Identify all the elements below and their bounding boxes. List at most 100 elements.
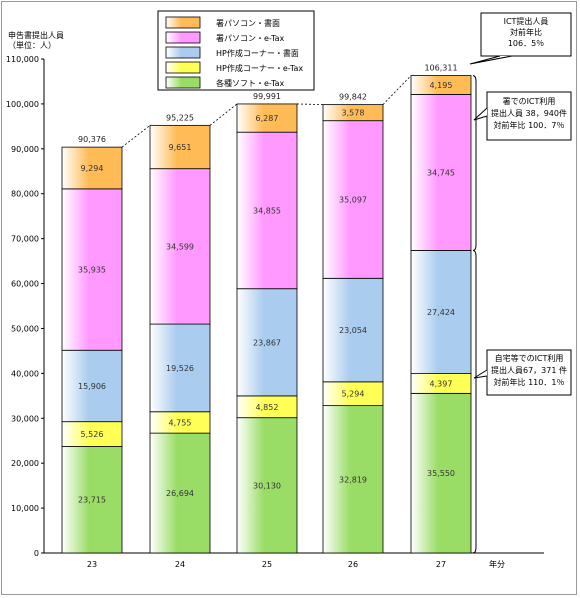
total-connector-line bbox=[296, 103, 324, 106]
x-tick-label: 23 bbox=[87, 560, 97, 569]
bar-segment bbox=[61, 446, 123, 554]
bar-segment bbox=[410, 250, 472, 375]
callout-home-ict-text: 対前年比 110．1％ bbox=[494, 377, 565, 387]
legend-label: 各種ソフト・e-Tax bbox=[216, 78, 285, 88]
y-tick-label: 30,000 bbox=[11, 414, 39, 423]
legend-swatch bbox=[165, 61, 201, 74]
total-connector-line bbox=[209, 103, 238, 126]
bar-segment bbox=[322, 277, 384, 383]
legend-swatch bbox=[165, 31, 201, 44]
callout-ict-total-pointer bbox=[469, 55, 513, 65]
segment-value-label: 26,694 bbox=[166, 489, 194, 498]
callout-office-ict-pointer bbox=[473, 107, 488, 121]
bar-segment bbox=[236, 288, 298, 397]
bar-segment bbox=[236, 103, 298, 133]
y-tick-label: 70,000 bbox=[11, 235, 39, 244]
segment-value-label: 23,715 bbox=[78, 496, 106, 505]
legend-swatch bbox=[165, 16, 201, 29]
segment-value-label: 35,935 bbox=[78, 266, 106, 275]
bar-total-label: 95,225 bbox=[166, 113, 194, 122]
legend-swatch bbox=[165, 76, 201, 89]
callout-ict-total-text: ICT提出人員 bbox=[504, 16, 549, 26]
segment-value-label: 5,526 bbox=[81, 430, 104, 439]
y-tick-label: 40,000 bbox=[11, 369, 39, 378]
bar-segment bbox=[149, 432, 211, 554]
bar-total-label: 106,311 bbox=[424, 64, 457, 73]
segment-value-label: 27,424 bbox=[427, 308, 455, 317]
x-tick-label: 25 bbox=[262, 560, 272, 569]
bar-segment bbox=[410, 392, 472, 554]
segment-value-label: 5,294 bbox=[342, 390, 365, 399]
callout-home-ict-box bbox=[486, 349, 572, 396]
segment-value-label: 32,819 bbox=[339, 475, 367, 484]
y-axis-title: （単位：人） bbox=[8, 40, 56, 50]
segment-value-label: 9,294 bbox=[81, 164, 104, 173]
legend-label: HP作成コーナー・e-Tax bbox=[216, 63, 303, 73]
segment-value-label: 3,578 bbox=[342, 109, 365, 118]
bracket-home-ict bbox=[472, 249, 477, 554]
bar-segment bbox=[61, 421, 123, 447]
segment-value-label: 35,550 bbox=[427, 469, 455, 478]
bar-segment bbox=[61, 188, 123, 351]
bar-segment bbox=[236, 131, 298, 290]
callout-ict-total-box bbox=[480, 12, 572, 57]
segment-value-label: 34,855 bbox=[253, 206, 281, 215]
total-connector-line bbox=[382, 75, 412, 105]
y-tick-label: 10,000 bbox=[11, 504, 39, 513]
bar-segment bbox=[322, 405, 384, 554]
segment-value-label: 34,745 bbox=[427, 168, 455, 177]
total-connector-line bbox=[121, 125, 151, 148]
callout-home-ict-text: 提出人員67，371 件 bbox=[491, 365, 567, 375]
callout-ict-total-text: 対前年比 bbox=[510, 27, 542, 37]
callout-office-ict-text: 署でのICT利用 bbox=[503, 96, 556, 106]
y-tick-label: 50,000 bbox=[11, 324, 39, 333]
legend-swatch bbox=[165, 46, 201, 59]
bar-segment bbox=[149, 124, 211, 170]
segment-value-label: 19,526 bbox=[166, 364, 194, 373]
y-tick-label: 90,000 bbox=[11, 145, 39, 154]
y-tick-label: 100,000 bbox=[6, 100, 39, 109]
segment-value-label: 23,867 bbox=[253, 338, 281, 347]
bar-segment bbox=[322, 120, 384, 279]
bar-total-label: 90,376 bbox=[78, 135, 106, 144]
segment-value-label: 30,130 bbox=[253, 481, 281, 490]
x-tick-label: 27 bbox=[436, 560, 446, 569]
bar-segment bbox=[149, 168, 211, 325]
bracket-office-ict bbox=[472, 75, 477, 251]
segment-value-label: 4,397 bbox=[430, 379, 453, 388]
legend-label: HP作成コーナー・書面 bbox=[216, 48, 299, 58]
bar-segment bbox=[410, 75, 472, 95]
bar-segment bbox=[61, 349, 123, 423]
callout-office-ict-text: 対前年比 100．7％ bbox=[494, 120, 565, 130]
y-tick-label: 60,000 bbox=[11, 280, 39, 289]
x-axis-title: 年分 bbox=[489, 559, 505, 569]
bar-segment bbox=[322, 104, 384, 122]
bar-segment bbox=[61, 146, 123, 190]
callout-office-ict-box bbox=[486, 91, 572, 141]
bar-segment bbox=[149, 323, 211, 413]
callout-home-ict-pointer bbox=[473, 369, 488, 379]
legend-label: 署パソコン・e-Tax bbox=[216, 34, 285, 43]
callout-ict-total-text: 106．5％ bbox=[508, 39, 544, 48]
y-tick-label: 110,000 bbox=[6, 55, 39, 64]
segment-value-label: 4,852 bbox=[256, 403, 279, 412]
y-tick-label: 20,000 bbox=[11, 459, 39, 468]
legend-label: 署パソコン・書面 bbox=[216, 18, 280, 28]
x-tick-label: 24 bbox=[175, 560, 185, 569]
segment-value-label: 23,054 bbox=[339, 326, 367, 335]
y-axis-title: 申告書提出人員 bbox=[8, 30, 64, 40]
segment-value-label: 9,651 bbox=[169, 143, 192, 152]
segment-value-label: 6,287 bbox=[256, 114, 279, 123]
segment-value-label: 15,906 bbox=[78, 382, 106, 391]
callout-home-ict-text: 自宅等でのICT利用 bbox=[495, 353, 564, 363]
bar-segment bbox=[410, 94, 472, 251]
segment-value-label: 34,599 bbox=[166, 242, 194, 251]
y-tick-label: 80,000 bbox=[11, 190, 39, 199]
callout-office-ict-text: 提出人員 38，940件 bbox=[491, 108, 567, 118]
segment-value-label: 35,097 bbox=[339, 195, 367, 204]
bar-segment bbox=[236, 417, 298, 554]
x-tick-label: 26 bbox=[348, 560, 358, 569]
bar-total-label: 99,842 bbox=[339, 93, 367, 102]
